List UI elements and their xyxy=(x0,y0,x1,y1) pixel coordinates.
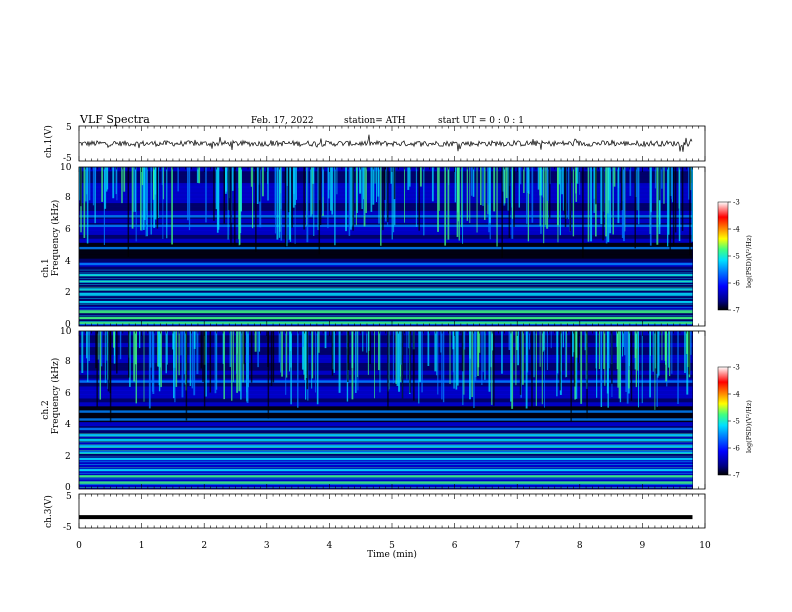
ch2-colorbar: -3 -4 -5 -6 -7 log(PSD)(V²/Hz) xyxy=(718,364,753,480)
figure-title: VLF Spectra xyxy=(79,113,150,126)
ch1-colorbar-ticks: -3 -4 -5 -6 -7 xyxy=(728,199,740,315)
spectrogram-band xyxy=(79,247,692,249)
ch3-waveform-ylabel: ch.3(V) xyxy=(43,495,54,528)
colorbar-tick-label: -5 xyxy=(733,253,740,261)
spectrogram-band xyxy=(79,293,692,295)
x-tick-label: 3 xyxy=(264,541,270,551)
ch1-ytick-2: 2 xyxy=(65,288,71,298)
spectrogram-band xyxy=(79,263,692,265)
ch1-ytick-4: 4 xyxy=(65,257,71,267)
ch2-spectrogram-ylabel-freq: Frequency (kHz) xyxy=(50,358,61,435)
spectrogram-band-bg xyxy=(79,235,692,239)
colorbar-tick-label: -7 xyxy=(733,307,740,315)
ch2-colorbar-gradient xyxy=(718,367,728,475)
ch2-ytick-10: 10 xyxy=(60,327,72,337)
ch1-spectrogram-blank-tail xyxy=(693,167,705,326)
ch1-spectrogram-panel: 0 2 4 6 8 10 ch.1 Frequency (kHz) xyxy=(41,163,705,330)
colorbar-tick-label: -6 xyxy=(733,445,740,453)
ch1-ytick-5: 5 xyxy=(66,123,72,133)
spectrogram-band-bg xyxy=(79,231,692,235)
spectrogram-band xyxy=(79,225,692,227)
ch1-waveform-panel: 5 -5 ch.1(V) xyxy=(43,123,705,164)
spectrogram-band-bg xyxy=(79,250,692,254)
spectrogram-band-bg xyxy=(79,394,692,398)
x-tick-label: 9 xyxy=(640,541,646,551)
ch3-ytick-neg5: -5 xyxy=(63,523,72,533)
x-axis-label: Time (min) xyxy=(367,549,417,560)
x-tick-label: 2 xyxy=(201,541,207,551)
spectrogram-band-bg xyxy=(79,306,692,310)
spectrogram-band xyxy=(79,445,692,447)
x-tick-label: 1 xyxy=(139,541,145,551)
ch1-spectrogram-ylabel-ch: ch.1 xyxy=(41,258,51,277)
colorbar-tick-label: -3 xyxy=(733,364,740,372)
colorbar-tick-label: -4 xyxy=(733,391,740,399)
spectrogram-band-bg xyxy=(79,453,692,457)
ch3-ytick-5: 5 xyxy=(66,492,72,502)
ch1-colorbar: -3 -4 -5 -6 -7 log(PSD)(V²/Hz) xyxy=(718,199,753,315)
ch3-waveform-panel: 5 -5 ch.3(V) xyxy=(43,492,705,533)
ch1-ytick-10: 10 xyxy=(60,163,72,173)
ch2-spectrogram-panel: 0 2 4 6 8 10 ch.2 Frequency (kHz) xyxy=(41,327,705,493)
x-tick-label: 6 xyxy=(452,541,458,551)
spectrogram-band-bg xyxy=(79,406,692,410)
spectrogram-band-bg xyxy=(79,239,692,243)
colorbar-tick-label: -5 xyxy=(733,418,740,426)
ch1-ytick-6: 6 xyxy=(65,225,71,235)
x-tick-label: 0 xyxy=(76,541,82,551)
spectrogram-band-bg xyxy=(79,398,692,402)
ch1-spectrogram-ylabel-freq: Frequency (kHz) xyxy=(50,200,61,277)
ch2-spectrogram-blank-tail xyxy=(693,331,705,489)
x-tick-label: 8 xyxy=(577,541,583,551)
x-tick-label: 4 xyxy=(327,541,333,551)
spectrogram-band-bg xyxy=(79,258,692,262)
spectrogram-band-bg xyxy=(79,414,692,418)
spectrogram-band xyxy=(79,475,692,477)
spectrogram-band xyxy=(79,410,692,412)
header-start-ut: start UT = 0 : 0 : 1 xyxy=(438,116,524,126)
ch2-spectrogram-ylabel-ch: ch.2 xyxy=(41,400,51,419)
colorbar-tick-label: -6 xyxy=(733,280,740,288)
ch1-spectrogram-image xyxy=(79,167,692,326)
spectrogram-band-bg xyxy=(79,227,692,231)
ch2-ytick-8: 8 xyxy=(65,357,71,367)
ch2-spectrogram-image xyxy=(79,331,692,489)
header-station: station= ATH xyxy=(344,116,406,126)
spectrogram-band-bg xyxy=(79,402,692,406)
ch2-ytick-6: 6 xyxy=(65,389,71,399)
spectrogram-band-bg xyxy=(79,422,692,426)
colorbar-tick-label: -4 xyxy=(733,226,740,234)
ch2-colorbar-label: log(PSD)(V²/Hz) xyxy=(745,400,753,453)
spectrogram-band-bg xyxy=(79,390,692,394)
ch1-waveform-ylabel: ch.1(V) xyxy=(43,125,54,158)
spectrogram-band xyxy=(79,469,692,471)
ch1-colorbar-label: log(PSD)(V²/Hz) xyxy=(745,235,753,288)
colorbar-tick-label: -3 xyxy=(733,199,740,207)
spectrogram-band-bg xyxy=(79,243,692,247)
ch2-ytick-2: 2 xyxy=(65,452,71,462)
ch3-waveform-frame xyxy=(79,494,705,528)
spectrogram-band xyxy=(79,418,692,420)
spectrogram-band-bg xyxy=(79,477,692,481)
ch2-ytick-4: 4 xyxy=(65,420,71,430)
ch1-colorbar-gradient xyxy=(718,202,728,310)
spectrogram-band xyxy=(79,310,692,312)
spectrogram-band-bg xyxy=(79,254,692,258)
x-tick-label: 7 xyxy=(514,541,520,551)
ch2-colorbar-ticks: -3 -4 -5 -6 -7 xyxy=(728,364,740,480)
ch1-ytick-8: 8 xyxy=(65,193,71,203)
x-tick-label: 10 xyxy=(699,541,711,551)
header-date: Feb. 17, 2022 xyxy=(251,116,314,126)
spectrogram-band xyxy=(79,428,692,430)
colorbar-tick-label: -7 xyxy=(733,472,740,480)
